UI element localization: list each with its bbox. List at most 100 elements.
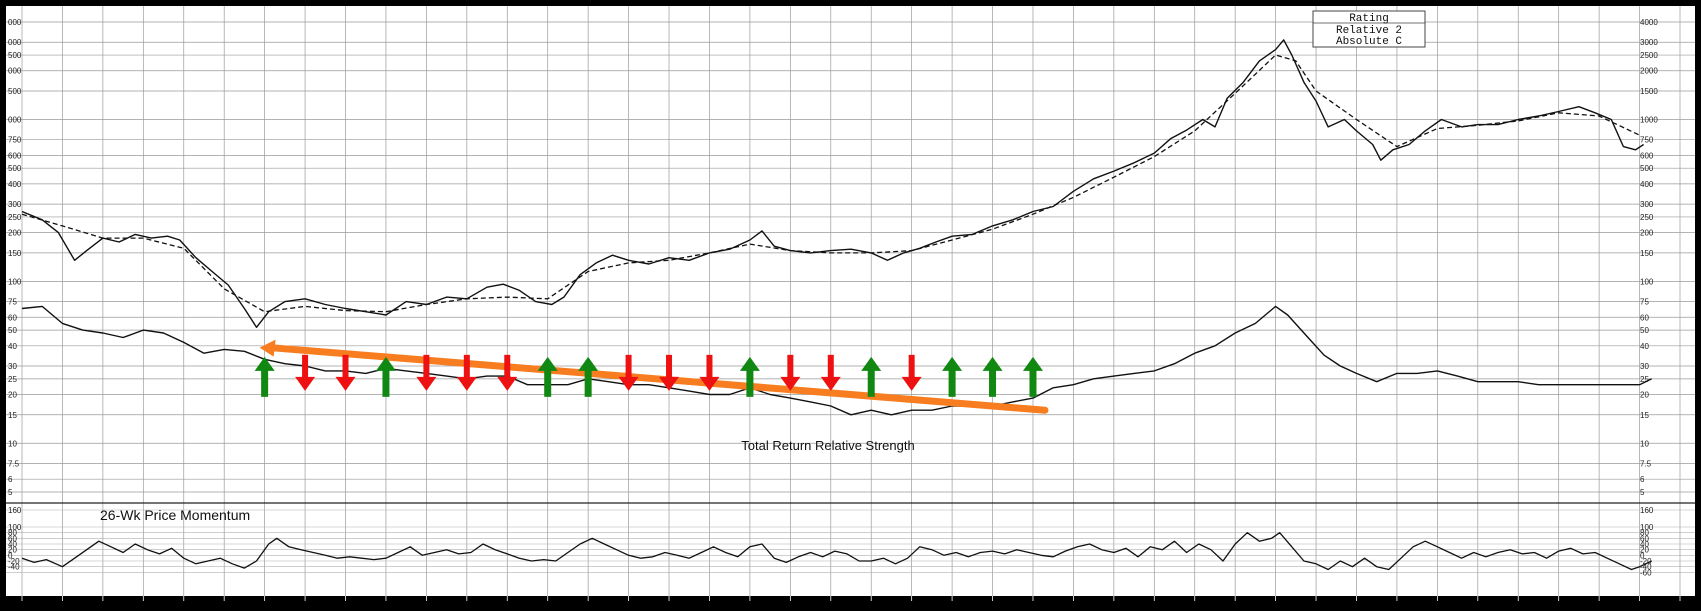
arrow-shaft xyxy=(342,354,349,379)
arrow-shaft xyxy=(787,354,794,379)
right-tick-label: 6 xyxy=(1640,475,1645,484)
red-down-arrow xyxy=(416,354,437,391)
arrow-head xyxy=(659,376,680,391)
red-down-arrow xyxy=(295,354,316,391)
arrow-shaft xyxy=(1029,368,1037,397)
price-series xyxy=(21,39,1653,416)
year-label: 77 xyxy=(359,596,373,610)
legend-title: Rating xyxy=(1349,13,1389,25)
arrow-shaft xyxy=(989,368,997,397)
left-tick-label-momentum: 100 xyxy=(8,523,22,532)
red-down-arrow xyxy=(335,354,356,391)
red-down-arrow xyxy=(497,354,518,391)
right-tick-label: 2000 xyxy=(1640,67,1658,76)
arrow-shaft xyxy=(302,354,309,379)
relative-strength-line xyxy=(21,305,1653,416)
red-down-arrow xyxy=(456,354,477,391)
year-label: 91 xyxy=(925,596,939,610)
left-tick-label-momentum: 160 xyxy=(8,506,22,515)
left-tick-label: 5 xyxy=(8,488,13,497)
momentum-series xyxy=(21,532,1652,571)
left-tick-label: 25 xyxy=(8,375,17,384)
year-label: 98 xyxy=(1208,596,1222,610)
arrow-shaft xyxy=(423,354,430,379)
year-label: 01 xyxy=(1329,596,1343,610)
year-label: 78 xyxy=(399,596,413,610)
right-tick-label: 3000 xyxy=(1640,38,1658,47)
year-label: 89 xyxy=(844,596,858,610)
arrow-head xyxy=(820,376,841,391)
right-tick-label-momentum: 100 xyxy=(1640,523,1654,532)
left-tick-label: 6 xyxy=(8,475,13,484)
left-tick-label: 000 xyxy=(8,38,22,47)
right-tick-label-momentum: -20 xyxy=(1640,557,1652,566)
year-label: 72 xyxy=(157,596,171,610)
right-tick-label: 300 xyxy=(1640,200,1654,209)
right-tick-label-momentum: 80 xyxy=(1640,529,1649,538)
right-tick-label: 1000 xyxy=(1640,115,1658,124)
arrow-shaft xyxy=(544,368,552,397)
arrow-shaft xyxy=(706,354,713,379)
arrow-head xyxy=(780,376,801,391)
year-label: 08 xyxy=(1612,596,1626,610)
year-label: 05 xyxy=(1491,596,1505,610)
right-tick-label: 1500 xyxy=(1640,87,1658,96)
year-label: 87 xyxy=(763,596,777,610)
year-label: 86 xyxy=(723,596,737,610)
right-tick-label-momentum: 160 xyxy=(1640,506,1654,515)
right-tick-label: 500 xyxy=(1640,164,1654,173)
right-tick-label-momentum: -60 xyxy=(1640,568,1652,577)
arrow-head xyxy=(861,356,882,371)
year-label: 69 xyxy=(35,596,49,610)
red-down-arrow xyxy=(659,354,680,391)
left-tick-label: 500 xyxy=(8,164,22,173)
right-tick-label: 7.5 xyxy=(1640,459,1652,468)
right-tick-label: 4000 xyxy=(1640,18,1658,27)
year-label: 97 xyxy=(1168,596,1182,610)
year-label: 92 xyxy=(965,596,979,610)
right-tick-label: 60 xyxy=(1640,313,1649,322)
right-tick-label: 25 xyxy=(1640,375,1649,384)
arrow-head xyxy=(497,376,518,391)
year-label: 70 xyxy=(76,596,90,610)
year-label: 93 xyxy=(1006,596,1020,610)
red-down-arrow xyxy=(699,354,720,391)
red-down-arrow xyxy=(901,354,922,391)
year-label: 88 xyxy=(804,596,818,610)
arrow-head xyxy=(537,356,558,371)
trendline xyxy=(266,344,1049,414)
year-label: 99 xyxy=(1248,596,1262,610)
green-up-arrow xyxy=(942,356,963,397)
year-label: 84 xyxy=(642,596,656,610)
right-tick-label: 75 xyxy=(1640,298,1649,307)
left-tick-label: 60 xyxy=(8,313,17,322)
left-tick-label-momentum: 60 xyxy=(8,534,17,543)
legend-absolute: Absolute C xyxy=(1336,36,1402,48)
chart-paper xyxy=(6,6,1695,596)
price-line xyxy=(21,39,1644,328)
red-down-arrow xyxy=(780,354,801,391)
arrow-head xyxy=(699,376,720,391)
left-tick-label: 000 xyxy=(8,115,22,124)
arrow-shaft xyxy=(584,368,592,397)
arrow-head xyxy=(618,376,639,391)
year-label: 74 xyxy=(238,596,252,610)
arrow-head xyxy=(942,356,963,371)
right-tick-label: 200 xyxy=(1640,229,1654,238)
left-tick-label-momentum: -20 xyxy=(8,557,20,566)
arrow-head xyxy=(416,376,437,391)
left-tick-label: 400 xyxy=(8,180,22,189)
right-tick-label-momentum: 60 xyxy=(1640,534,1649,543)
year-label: 81 xyxy=(521,596,535,610)
green-up-arrow xyxy=(861,356,882,397)
green-up-arrow xyxy=(537,356,558,397)
arrow-head xyxy=(335,376,356,391)
arrow-shaft xyxy=(948,368,956,397)
arrow-shaft xyxy=(382,368,390,397)
year-label: 85 xyxy=(682,596,696,610)
arrow-shaft xyxy=(625,354,632,379)
left-tick-label-momentum: 0 xyxy=(8,551,13,560)
momentum-line xyxy=(21,532,1652,571)
right-tick-label: 40 xyxy=(1640,342,1649,351)
left-tick-label: 600 xyxy=(8,151,22,160)
